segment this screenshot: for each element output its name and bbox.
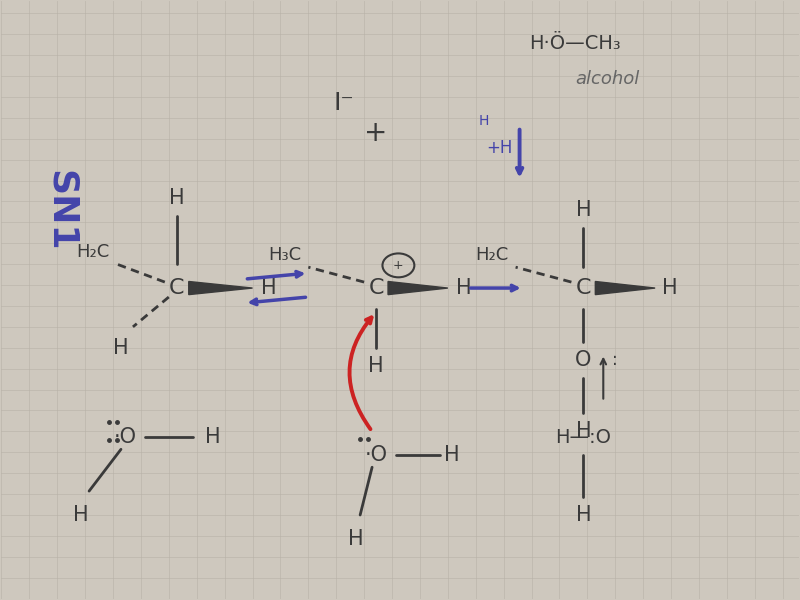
Text: H: H	[261, 278, 276, 298]
Text: H: H	[113, 338, 129, 358]
Text: SN1: SN1	[44, 170, 78, 251]
Text: ·O: ·O	[114, 427, 137, 448]
Text: C: C	[576, 278, 591, 298]
Text: C: C	[368, 278, 384, 298]
Polygon shape	[189, 281, 253, 295]
Text: :: :	[612, 351, 618, 369]
Text: H: H	[478, 114, 489, 128]
Text: +H: +H	[486, 139, 513, 157]
Text: H: H	[169, 188, 185, 208]
Text: H₂C: H₂C	[475, 246, 508, 264]
Text: H₂C: H₂C	[77, 243, 110, 261]
Text: C: C	[169, 278, 185, 298]
Text: H: H	[456, 278, 471, 298]
Text: H: H	[444, 445, 460, 465]
Text: alcohol: alcohol	[575, 70, 639, 88]
Text: H₃C: H₃C	[268, 246, 301, 264]
Text: H—:O: H—:O	[555, 428, 611, 447]
Text: H: H	[348, 529, 364, 549]
Text: H: H	[662, 278, 678, 298]
Text: O: O	[575, 350, 591, 370]
Text: I⁻: I⁻	[334, 91, 354, 115]
Text: H: H	[74, 505, 89, 525]
Text: H: H	[205, 427, 221, 448]
Text: H: H	[575, 200, 591, 220]
Text: H·Ö—CH₃: H·Ö—CH₃	[530, 34, 622, 53]
Text: H: H	[575, 421, 591, 442]
Text: H: H	[575, 505, 591, 525]
Polygon shape	[595, 281, 655, 295]
Text: H: H	[368, 356, 384, 376]
Polygon shape	[388, 281, 448, 295]
Text: +: +	[393, 259, 404, 272]
Text: ·O: ·O	[365, 445, 387, 465]
Text: +: +	[364, 119, 388, 147]
